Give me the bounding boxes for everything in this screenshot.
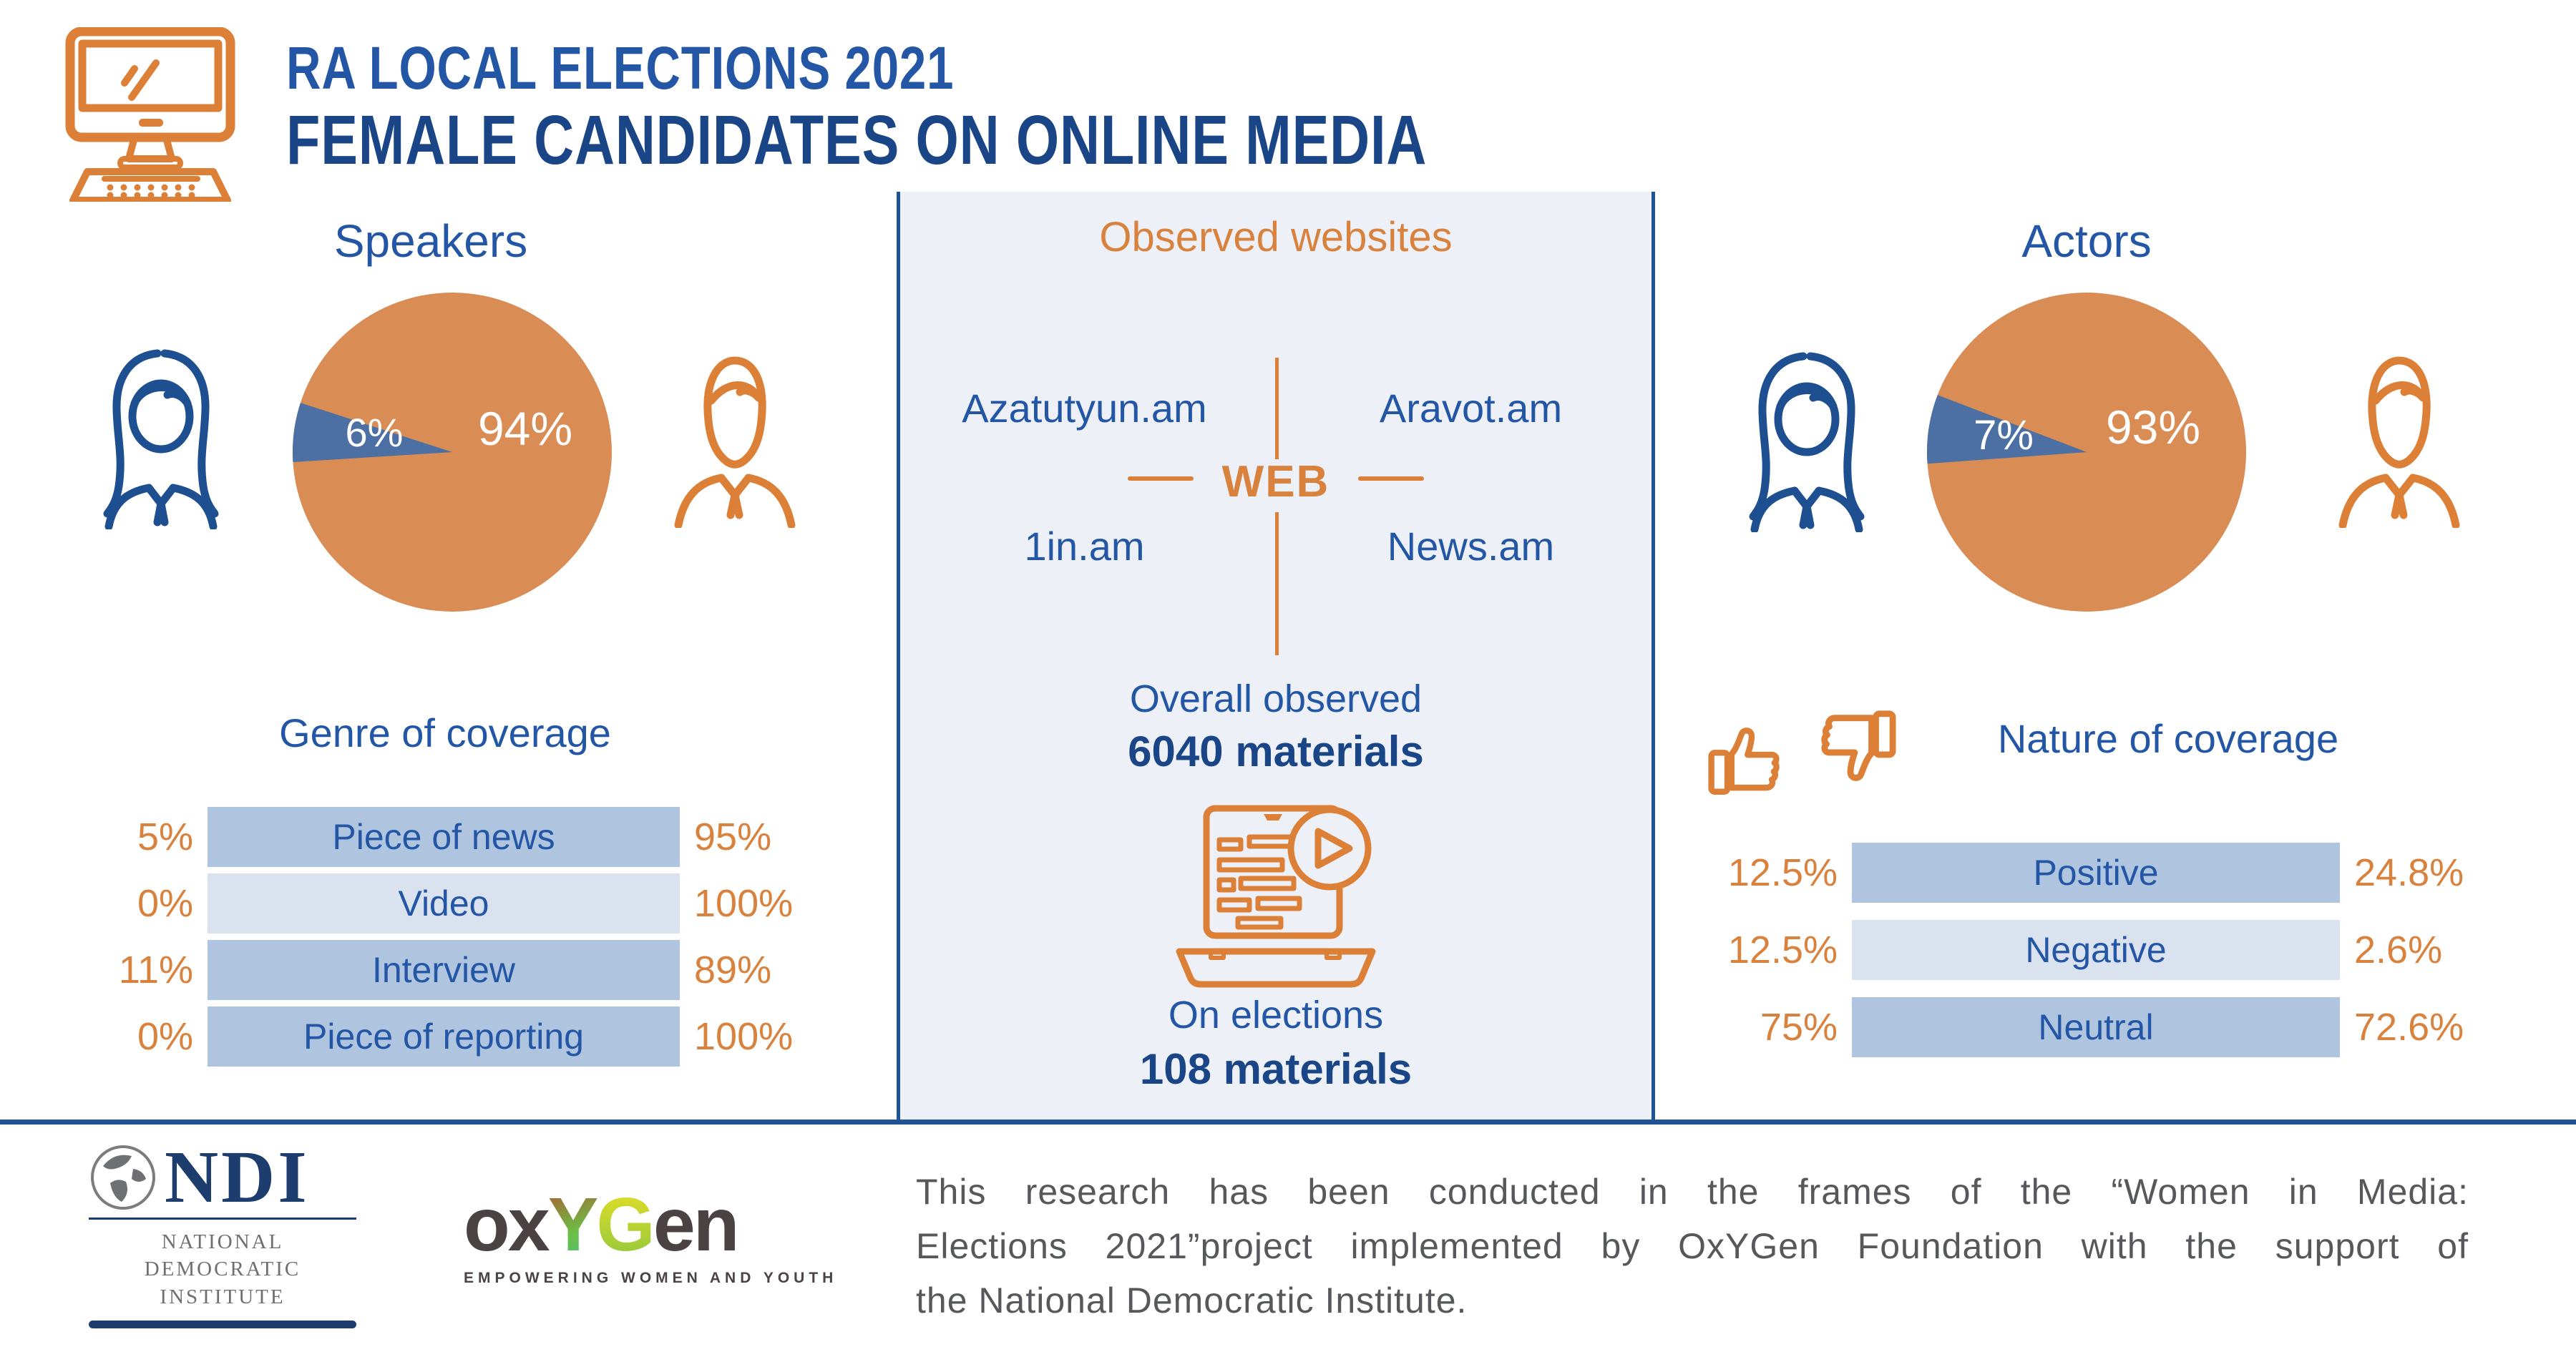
genre-male-pct: 100% <box>694 1015 794 1058</box>
actors-section-title: Actors <box>2021 215 2152 267</box>
genre-bar-label: Video <box>208 873 680 934</box>
genre-bar-table: 5% Piece of news 95% 0% Video 100% 11% I… <box>68 807 816 1067</box>
actors-pie-chart: 7% 93% <box>1927 293 2246 612</box>
website-name: Aravot.am <box>1379 385 1563 431</box>
female-slice-label: 6% <box>346 410 404 455</box>
ndi-name-line: DEMOCRATIC <box>144 1258 301 1281</box>
dash-line <box>1128 476 1194 481</box>
genre-male-pct: 95% <box>694 815 772 858</box>
footer-separator-line <box>0 1120 2576 1125</box>
ndi-bottom-bar <box>89 1320 356 1328</box>
ndi-logo-top: NDI <box>89 1136 356 1218</box>
dash-line <box>1358 476 1424 481</box>
observed-websites-panel: Observed websites Azatutyun.am Aravot.am… <box>897 192 1655 1120</box>
man-icon <box>674 356 796 528</box>
male-slice-label: 94% <box>478 402 572 455</box>
website-name: News.am <box>1387 523 1555 569</box>
genre-male-pct: 100% <box>694 882 794 925</box>
computer-monitor-icon <box>65 27 235 202</box>
nature-bar-label: Neutral <box>1852 997 2340 1057</box>
female-slice <box>292 403 452 462</box>
genre-female-pct: 0% <box>137 882 193 925</box>
nature-bar-label: Negative <box>1852 920 2340 980</box>
footer-credit-line: Elections 2021”project implemented by Ox… <box>916 1226 2469 1266</box>
website-name: 1in.am <box>1024 523 1145 569</box>
oxygen-tagline: EMPOWERING WOMEN AND YOUTH <box>464 1270 838 1286</box>
ndi-name-line: NATIONAL <box>161 1230 284 1253</box>
ndi-logo: NDI NATIONAL DEMOCRATIC INSTITUTE <box>89 1136 356 1328</box>
thumbs-down-icon <box>1821 710 1896 781</box>
footer-credit-line: This research has been conducted in the … <box>916 1172 2469 1212</box>
genre-bar-label: Piece of reporting <box>208 1006 680 1067</box>
genre-male-pct: 89% <box>694 949 772 991</box>
overall-observed-value: 6040 materials <box>1128 728 1424 775</box>
title-line-2: FEMALE CANDIDATES ON ONLINE MEDIA <box>286 101 1428 180</box>
nature-male-pct: 2.6% <box>2354 929 2443 971</box>
web-label: WEB <box>1221 457 1330 506</box>
title-line-1: RA LOCAL ELECTIONS 2021 <box>286 34 955 102</box>
ndi-name-line: INSTITUTE <box>160 1285 286 1308</box>
genre-bar-label: Interview <box>208 940 680 1000</box>
page-title: RA LOCAL ELECTIONS 2021 FEMALE CANDIDATE… <box>286 34 1712 180</box>
nature-female-pct: 75% <box>1760 1006 1838 1049</box>
oxygen-part-g: G <box>596 1193 653 1265</box>
on-elections-caption: On elections <box>1168 994 1384 1037</box>
female-slice-label: 7% <box>1974 412 2034 459</box>
female-slice <box>1927 395 2087 464</box>
thumbs-up-icon <box>1708 728 1780 795</box>
oxygen-part-ox: ox <box>464 1193 550 1265</box>
genre-female-pct: 0% <box>137 1015 193 1058</box>
divider-line <box>1275 512 1279 655</box>
svg-text:oxYGen: oxYGen <box>464 1193 738 1265</box>
ndi-name: NATIONAL DEMOCRATIC INSTITUTE <box>89 1228 356 1311</box>
ndi-acronym: NDI <box>165 1136 310 1218</box>
nature-female-pct: 12.5% <box>1727 851 1838 894</box>
male-slice-label: 93% <box>2106 401 2200 454</box>
footer-credit-line: the National Democratic Institute. <box>916 1280 1468 1321</box>
oxygen-logo: oxYGen EMPOWERING WOMEN AND YOUTH <box>464 1182 838 1287</box>
globe-icon <box>91 1145 155 1210</box>
nature-male-pct: 24.8% <box>2354 851 2464 894</box>
divider-line <box>1275 358 1279 459</box>
laptop-play-icon <box>1176 805 1376 988</box>
man-icon <box>2338 356 2460 528</box>
speakers-pie-chart: 6% 94% <box>292 293 612 612</box>
oxygen-wordmark: oxYGen <box>464 1182 740 1267</box>
woman-icon <box>1749 352 1865 532</box>
genre-female-pct: 11% <box>118 949 193 991</box>
nature-section-title: Nature of coverage <box>1997 716 2339 761</box>
website-name: Azatutyun.am <box>962 385 1207 431</box>
nature-bar-label: Positive <box>1852 843 2340 903</box>
nature-bar-table: 12.5% Positive 24.8% 12.5% Negative 2.6%… <box>1666 843 2519 1057</box>
observed-websites-title: Observed websites <box>1099 214 1453 260</box>
speakers-section-title: Speakers <box>333 215 528 267</box>
footer-credit-text: This research has been conducted in the … <box>916 1165 2469 1328</box>
overall-observed-caption: Overall observed <box>1129 677 1423 720</box>
nature-female-pct: 12.5% <box>1727 929 1838 971</box>
woman-icon <box>103 349 219 529</box>
oxygen-part-en: en <box>653 1193 738 1265</box>
oxygen-part-y: Y <box>548 1193 597 1265</box>
on-elections-value: 108 materials <box>1139 1045 1413 1093</box>
nature-male-pct: 72.6% <box>2354 1006 2464 1049</box>
genre-section-title: Genre of coverage <box>279 710 611 755</box>
genre-bar-label: Piece of news <box>208 807 680 867</box>
ndi-divider <box>89 1218 356 1220</box>
genre-female-pct: 5% <box>137 815 193 858</box>
